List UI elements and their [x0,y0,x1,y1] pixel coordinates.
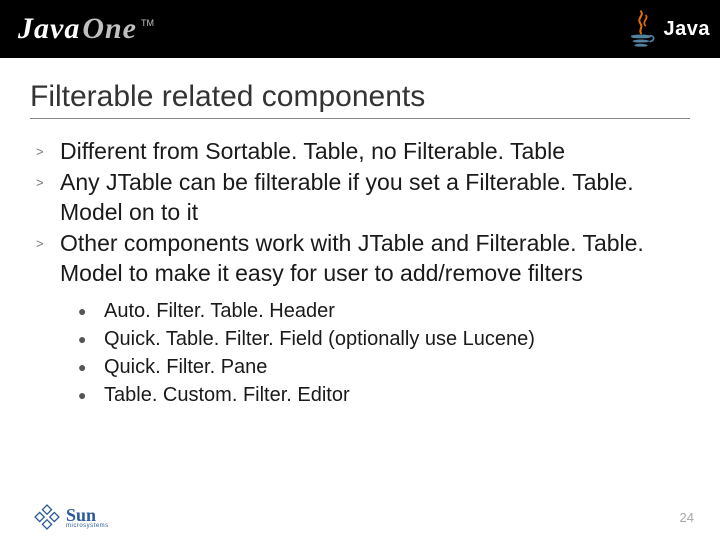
sun-logo-subtext: microsystems [66,523,109,529]
bullet-item: > Other components work with JTable and … [36,229,690,288]
bullet-marker: > [36,229,60,288]
java-logo-text: Java [664,18,711,41]
java-cup-icon [624,8,658,50]
slide-content: Filterable related components > Differen… [0,58,720,408]
bullet-text: Different from Sortable. Table, no Filte… [60,137,690,166]
java-logo: Java [624,8,711,50]
sun-logo: Sun microsystems [34,504,109,530]
slide-header: Java One TM Java [0,0,720,58]
sub-bullet-text: Quick. Table. Filter. Field (optionally … [104,326,690,352]
sub-bullet-text: Auto. Filter. Table. Header [104,298,690,324]
bullet-list: > Different from Sortable. Table, no Fil… [36,137,690,288]
slide-footer: Sun microsystems 24 [0,504,720,530]
sub-bullet-marker: ● [78,326,104,352]
sub-bullet-marker: ● [78,298,104,324]
bullet-item: > Any JTable can be filterable if you se… [36,168,690,227]
sub-bullet-item: ● Quick. Table. Filter. Field (optionall… [78,326,690,352]
page-number: 24 [680,510,694,525]
sub-bullet-item: ● Auto. Filter. Table. Header [78,298,690,324]
sub-bullet-marker: ● [78,354,104,380]
sun-text-block: Sun microsystems [66,505,109,529]
javaone-logo-one: One [82,12,137,46]
bullet-marker: > [36,137,60,166]
javaone-logo-tm: TM [141,18,154,28]
bullet-marker: > [36,168,60,227]
bullet-text: Any JTable can be filterable if you set … [60,168,690,227]
sub-bullet-list: ● Auto. Filter. Table. Header ● Quick. T… [78,298,690,408]
javaone-logo: Java One TM [18,12,154,46]
sub-bullet-marker: ● [78,382,104,408]
javaone-logo-java: Java [18,12,80,46]
slide-title: Filterable related components [30,80,690,119]
sub-bullet-item: ● Table. Custom. Filter. Editor [78,382,690,408]
sun-icon [34,504,60,530]
sub-bullet-text: Quick. Filter. Pane [104,354,690,380]
bullet-item: > Different from Sortable. Table, no Fil… [36,137,690,166]
sub-bullet-text: Table. Custom. Filter. Editor [104,382,690,408]
bullet-text: Other components work with JTable and Fi… [60,229,690,288]
sub-bullet-item: ● Quick. Filter. Pane [78,354,690,380]
